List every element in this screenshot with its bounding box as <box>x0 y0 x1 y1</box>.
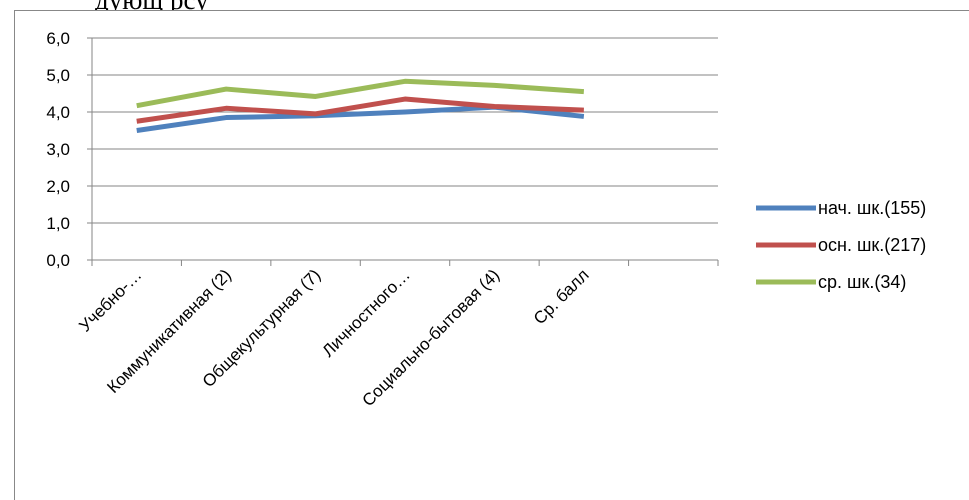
y-tick-label: 0,0 <box>46 251 70 270</box>
gridlines <box>92 37 718 224</box>
y-tick-label: 2,0 <box>46 177 70 196</box>
y-tick-label: 4,0 <box>46 103 70 122</box>
x-category-label: Ср. балл <box>530 265 593 328</box>
x-category-label: Личностного… <box>319 265 414 360</box>
y-tick-label: 3,0 <box>46 140 70 159</box>
chart-frame <box>14 10 969 500</box>
y-tick-label: 6,0 <box>46 29 70 48</box>
series-lines <box>136 78 585 133</box>
y-tick-label: 1,0 <box>46 214 70 233</box>
legend: нач. шк.(155) осн. шк.(217) ср. шк.(34) <box>756 198 926 292</box>
y-tick-label: 5,0 <box>46 66 70 85</box>
legend-label: осн. шк.(217) <box>818 235 926 255</box>
legend-label: ср. шк.(34) <box>818 272 906 292</box>
x-category-label: Учебно-… <box>75 265 145 335</box>
legend-label: нач. шк.(155) <box>818 198 926 218</box>
series-line <box>136 96 584 124</box>
series-line <box>136 78 585 109</box>
